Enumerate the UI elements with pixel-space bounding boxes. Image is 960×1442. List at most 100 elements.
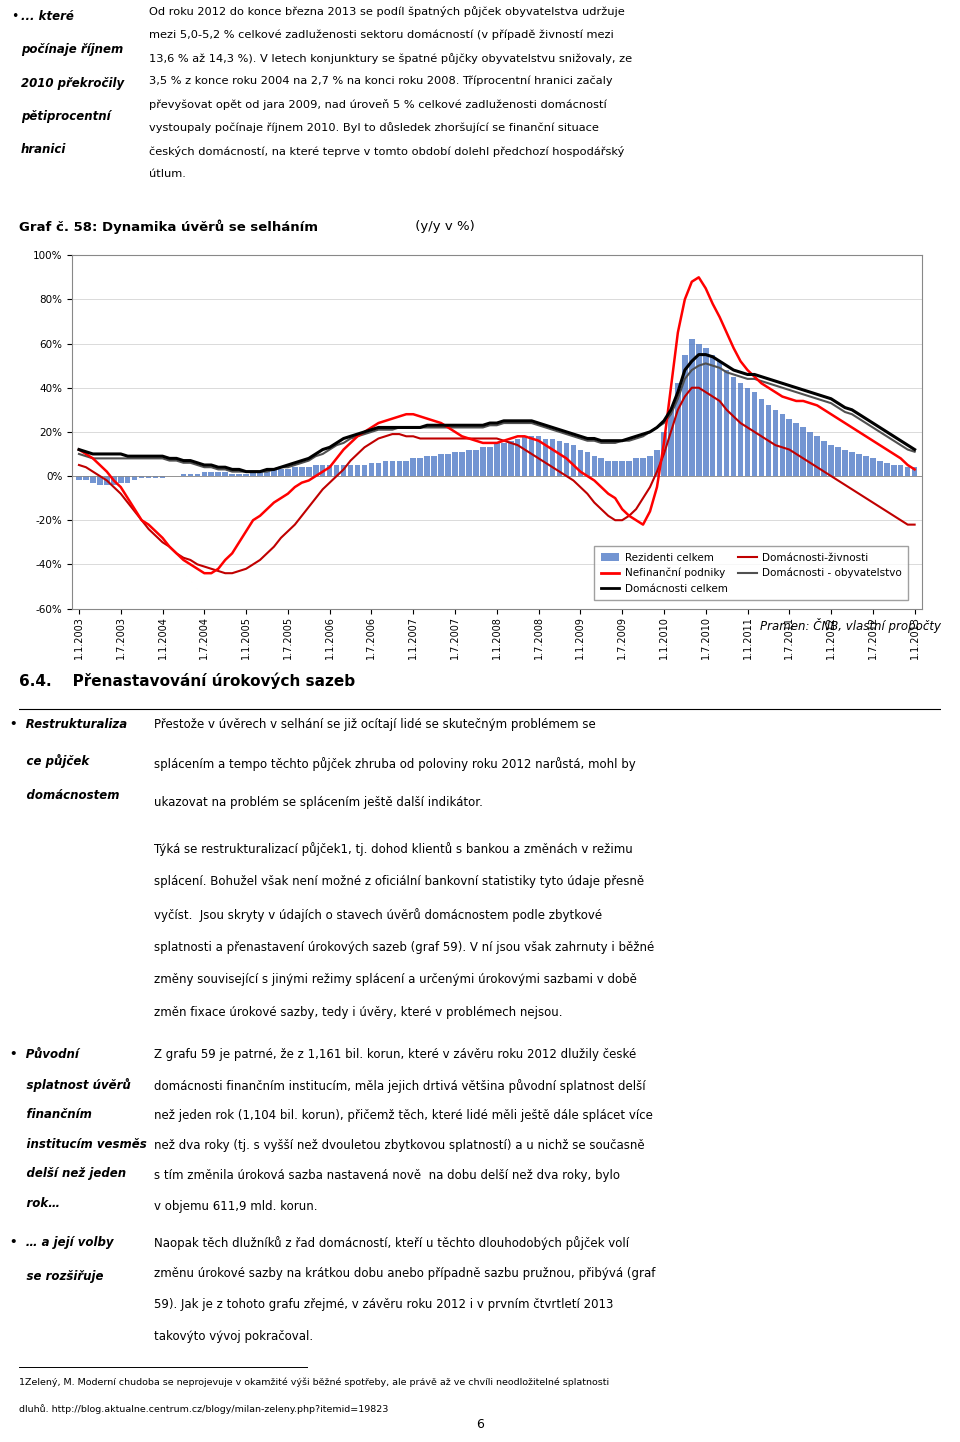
Bar [591, 456, 597, 476]
Text: splácení. Bohužel však není možné z oficiální bankovní statistiky tyto údaje pře: splácení. Bohužel však není možné z ofic… [154, 875, 644, 888]
Bar [341, 464, 347, 476]
Bar [835, 447, 841, 476]
Text: 59). Jak je z tohoto grafu zřejmé, v závěru roku 2012 i v prvním čtvrtletí 2013: 59). Jak je z tohoto grafu zřejmé, v záv… [154, 1298, 613, 1311]
Text: ukazovat na problém se splácením ještě další indikátor.: ukazovat na problém se splácením ještě d… [154, 796, 483, 809]
Text: domácnosti finančním institucím, měla jejich drtivá většina původní splatnost de: domácnosti finančním institucím, měla je… [154, 1079, 645, 1093]
Bar [905, 467, 910, 476]
Bar [529, 437, 535, 476]
Text: domácnostem: domácnostem [10, 789, 119, 802]
Bar [299, 467, 304, 476]
Text: dluhů. http://blog.aktualne.centrum.cz/blogy/milan-zeleny.php?itemid=19823: dluhů. http://blog.aktualne.centrum.cz/b… [19, 1405, 389, 1415]
Text: počínaje říjnem: počínaje říjnem [21, 43, 124, 56]
Text: změnu úrokové sazby na krátkou dobu anebo případně sazbu pružnou, přibývá (graf: změnu úrokové sazby na krátkou dobu aneb… [154, 1268, 655, 1280]
Bar [424, 456, 430, 476]
Bar [773, 410, 779, 476]
Text: splácením a tempo těchto půjček zhruba od poloviny roku 2012 narůstá, mohl by: splácením a tempo těchto půjček zhruba o… [154, 757, 636, 771]
Bar [473, 450, 479, 476]
Bar [480, 447, 486, 476]
Bar [334, 464, 340, 476]
Bar [257, 472, 263, 476]
Bar [585, 451, 590, 476]
Text: 13,6 % až 14,3 %). V letech konjunktury se špatné půjčky obyvatelstvu snižovaly,: 13,6 % až 14,3 %). V letech konjunktury … [149, 53, 632, 63]
Bar [390, 460, 396, 476]
Bar [884, 463, 890, 476]
Text: převyšovat opět od jara 2009, nad úroveň 5 % celkové zadluženosti domácností: převyšovat opět od jara 2009, nad úroveň… [149, 99, 607, 110]
Bar [251, 472, 256, 476]
Bar [640, 459, 646, 476]
Bar [90, 476, 96, 483]
Bar [891, 464, 897, 476]
Bar [84, 476, 88, 480]
Text: 2010 překročily: 2010 překročily [21, 76, 124, 89]
Bar [355, 464, 360, 476]
Text: •  Původní: • Původní [10, 1048, 79, 1061]
Bar [97, 476, 103, 485]
Bar [306, 467, 312, 476]
Text: ... které: ... které [21, 10, 74, 23]
Bar [682, 355, 687, 476]
Bar [431, 456, 437, 476]
Bar [271, 470, 276, 476]
Bar [208, 472, 214, 476]
Bar [223, 472, 228, 476]
Text: splatnost úvěrů: splatnost úvěrů [10, 1079, 131, 1092]
Bar [439, 454, 444, 476]
Bar [104, 476, 109, 485]
Bar [313, 464, 319, 476]
Bar [383, 460, 388, 476]
Bar [856, 454, 862, 476]
Bar [745, 388, 751, 476]
Bar [654, 450, 660, 476]
Text: vyčíst.  Jsou skryty v údajích o stavech úvěrů domácnostem podle zbytkové: vyčíst. Jsou skryty v údajích o stavech … [154, 908, 602, 921]
Text: takovýto vývoj pokračoval.: takovýto vývoj pokračoval. [154, 1330, 313, 1343]
Bar [696, 343, 702, 476]
Bar [403, 460, 409, 476]
Bar [452, 451, 458, 476]
Bar [661, 433, 666, 476]
Bar [731, 376, 736, 476]
Bar [76, 476, 82, 480]
Bar [348, 464, 353, 476]
Bar [828, 446, 834, 476]
Text: mezi 5,0-5,2 % celkové zadluženosti sektoru domácností (v případě živností mezi: mezi 5,0-5,2 % celkové zadluženosti sekt… [149, 29, 613, 40]
Bar [807, 433, 813, 476]
Text: 6: 6 [476, 1417, 484, 1432]
Bar [709, 355, 715, 476]
Text: Naopak těch dlužníků z řad domácností, kteří u těchto dlouhodobých půjček volí: Naopak těch dlužníků z řad domácností, k… [154, 1236, 629, 1250]
Text: Pramen: ČNB, vlastní propočty: Pramen: ČNB, vlastní propočty [759, 619, 941, 633]
Bar [619, 460, 625, 476]
Bar [229, 474, 235, 476]
Bar [863, 456, 869, 476]
Bar [139, 476, 144, 479]
Text: •  Restrukturaliza: • Restrukturaliza [10, 718, 127, 731]
Bar [612, 460, 618, 476]
Text: se rozšiřuje: se rozšiřuje [10, 1270, 103, 1283]
Bar [766, 405, 771, 476]
Bar [557, 441, 563, 476]
Bar [501, 443, 507, 476]
Bar [822, 441, 827, 476]
Bar [467, 450, 471, 476]
Text: Z grafu 59 je patrné, že z 1,161 bil. korun, které v závěru roku 2012 dlužily če: Z grafu 59 je patrné, že z 1,161 bil. ko… [154, 1048, 636, 1061]
Text: institucím vesměs: institucím vesměs [10, 1138, 146, 1151]
Bar [737, 384, 743, 476]
Bar [243, 474, 249, 476]
Bar [396, 460, 402, 476]
Bar [758, 399, 764, 476]
Bar [125, 476, 131, 483]
Bar [459, 451, 465, 476]
Text: •  … a její volby: • … a její volby [10, 1236, 113, 1249]
Bar [187, 474, 193, 476]
Bar [570, 446, 576, 476]
Text: rok…: rok… [10, 1197, 60, 1210]
Bar [362, 464, 368, 476]
Bar [598, 459, 604, 476]
Text: Graf č. 58: Dynamika úvěrů se selháním: Graf č. 58: Dynamika úvěrů se selháním [19, 219, 318, 234]
Text: Přestože v úvěrech v selhání se již ocítají lidé se skutečným problémem se: Přestože v úvěrech v selhání se již ocít… [154, 718, 595, 731]
Text: vystoupaly počínaje říjnem 2010. Byl to důsledek zhoršující se finanční situace: vystoupaly počínaje říjnem 2010. Byl to … [149, 123, 599, 133]
Bar [375, 463, 381, 476]
Bar [542, 438, 548, 476]
Bar [689, 339, 695, 476]
Bar [202, 472, 207, 476]
Text: (y/y v %): (y/y v %) [411, 219, 474, 234]
